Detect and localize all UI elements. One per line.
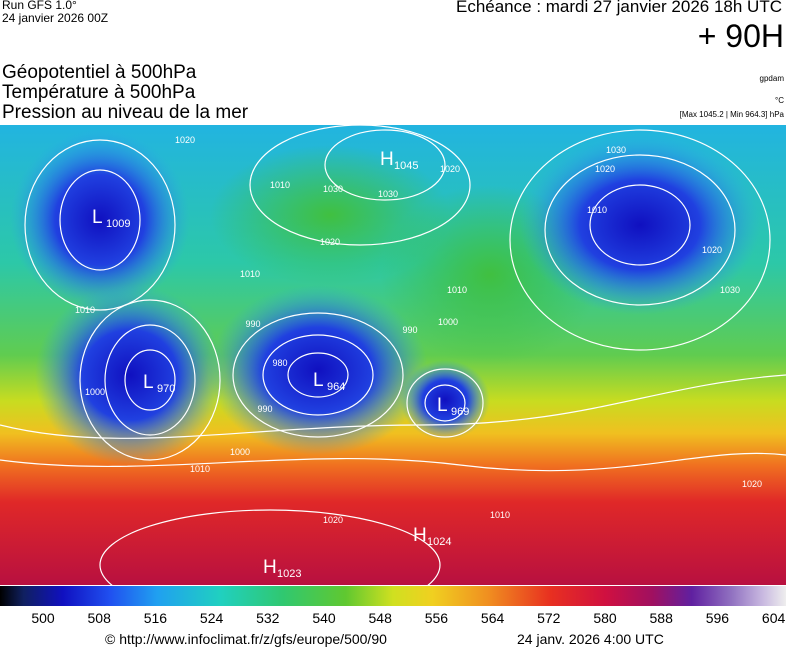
center-value: 1023 xyxy=(277,568,301,580)
source-url: © http://www.infoclimat.fr/z/gfs/europe/… xyxy=(105,631,387,647)
colorbar-tick: 604 xyxy=(761,610,786,626)
map: 1020 1010 1030 1030 1020 1020 1010 1010 990 1000 9… xyxy=(0,125,786,585)
colorbar-tick: 532 xyxy=(256,610,280,626)
center-letter: L xyxy=(437,395,448,416)
center-value: 969 xyxy=(451,406,469,418)
colorbar-tick: 524 xyxy=(199,610,224,626)
valid-time: Echéance : mardi 27 janvier 2026 18h UTC xyxy=(455,0,782,16)
unit: [Max 1045.2 | Min 964.3] hPa xyxy=(679,110,784,119)
colorbar-tick: 556 xyxy=(424,610,449,626)
contour-label: 1020 xyxy=(742,479,762,489)
center-value: 1009 xyxy=(106,218,130,230)
center-value: 970 xyxy=(157,383,175,395)
contour-label: 1000 xyxy=(438,317,458,327)
colorbar xyxy=(0,586,786,606)
contour-label: 1020 xyxy=(440,164,460,174)
center-letter: L xyxy=(143,372,154,393)
contour-label: 1030 xyxy=(606,145,626,155)
lead-time: + 90H xyxy=(697,18,784,54)
center-letter: L xyxy=(313,370,324,391)
colorbar-tick: 564 xyxy=(480,610,505,626)
contour-label: 1010 xyxy=(75,305,95,315)
colorbar-tick: 516 xyxy=(143,610,168,626)
field-title: Température à 500hPa xyxy=(2,82,196,103)
contour-label: 1010 xyxy=(240,269,260,279)
low-area xyxy=(35,285,225,465)
contour-label: 1020 xyxy=(320,237,340,247)
contour-label: 1010 xyxy=(490,510,510,520)
center-letter: L xyxy=(92,207,103,228)
center-letter: H xyxy=(413,525,427,546)
low-area xyxy=(400,360,490,440)
contour-label: 1030 xyxy=(378,189,398,199)
contour-label: 1020 xyxy=(175,135,195,145)
contour-label: 1020 xyxy=(702,245,722,255)
contour-label: 1000 xyxy=(230,447,250,457)
isobars xyxy=(0,125,786,585)
timestamp: 24 janv. 2026 4:00 UTC xyxy=(517,631,664,647)
contour-label: 1010 xyxy=(270,180,290,190)
colorbar-tick: 508 xyxy=(87,610,111,626)
contour-label: 1010 xyxy=(190,464,210,474)
center-value: 1045 xyxy=(394,160,418,172)
contour-label: 1020 xyxy=(323,515,343,525)
run-date: 24 janvier 2026 00Z xyxy=(2,11,109,25)
colorbar-tick: 572 xyxy=(537,610,561,626)
run: Run GFS 1.0° xyxy=(2,0,77,12)
colorbar-tick: 580 xyxy=(593,610,617,626)
colorbar-tick: 500 xyxy=(31,610,55,626)
contour-label: 990 xyxy=(402,325,417,335)
contour-label: 980 xyxy=(272,358,287,368)
contour-label: 1010 xyxy=(587,205,607,215)
contour-label: 1030 xyxy=(323,184,343,194)
contour-label: 990 xyxy=(245,319,260,329)
contour-label: 1000 xyxy=(85,387,105,397)
contour-label: 1030 xyxy=(720,285,740,295)
unit: °C xyxy=(775,96,784,105)
center-letter: H xyxy=(380,149,394,170)
low-area xyxy=(520,135,760,315)
colorbar-tick: 540 xyxy=(312,610,336,626)
contour-label: 1010 xyxy=(447,285,467,295)
field-title: Pression au niveau de la mer xyxy=(2,102,249,123)
contour-label: 1020 xyxy=(595,164,615,174)
low-area xyxy=(10,130,190,310)
colorbar-tick: 588 xyxy=(649,610,673,626)
center-value: 1024 xyxy=(427,536,451,548)
colorbar-tick: 596 xyxy=(705,610,730,626)
unit: gpdam xyxy=(759,74,784,83)
center-value: 964 xyxy=(327,381,345,393)
field-title: Géopotentiel à 500hPa xyxy=(2,62,197,83)
colorbar-tick: 548 xyxy=(368,610,392,626)
contour-label: 990 xyxy=(257,404,272,414)
center-letter: H xyxy=(263,557,277,578)
